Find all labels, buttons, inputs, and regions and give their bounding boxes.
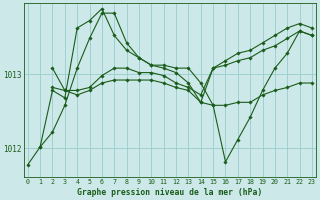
X-axis label: Graphe pression niveau de la mer (hPa): Graphe pression niveau de la mer (hPa) — [77, 188, 262, 197]
